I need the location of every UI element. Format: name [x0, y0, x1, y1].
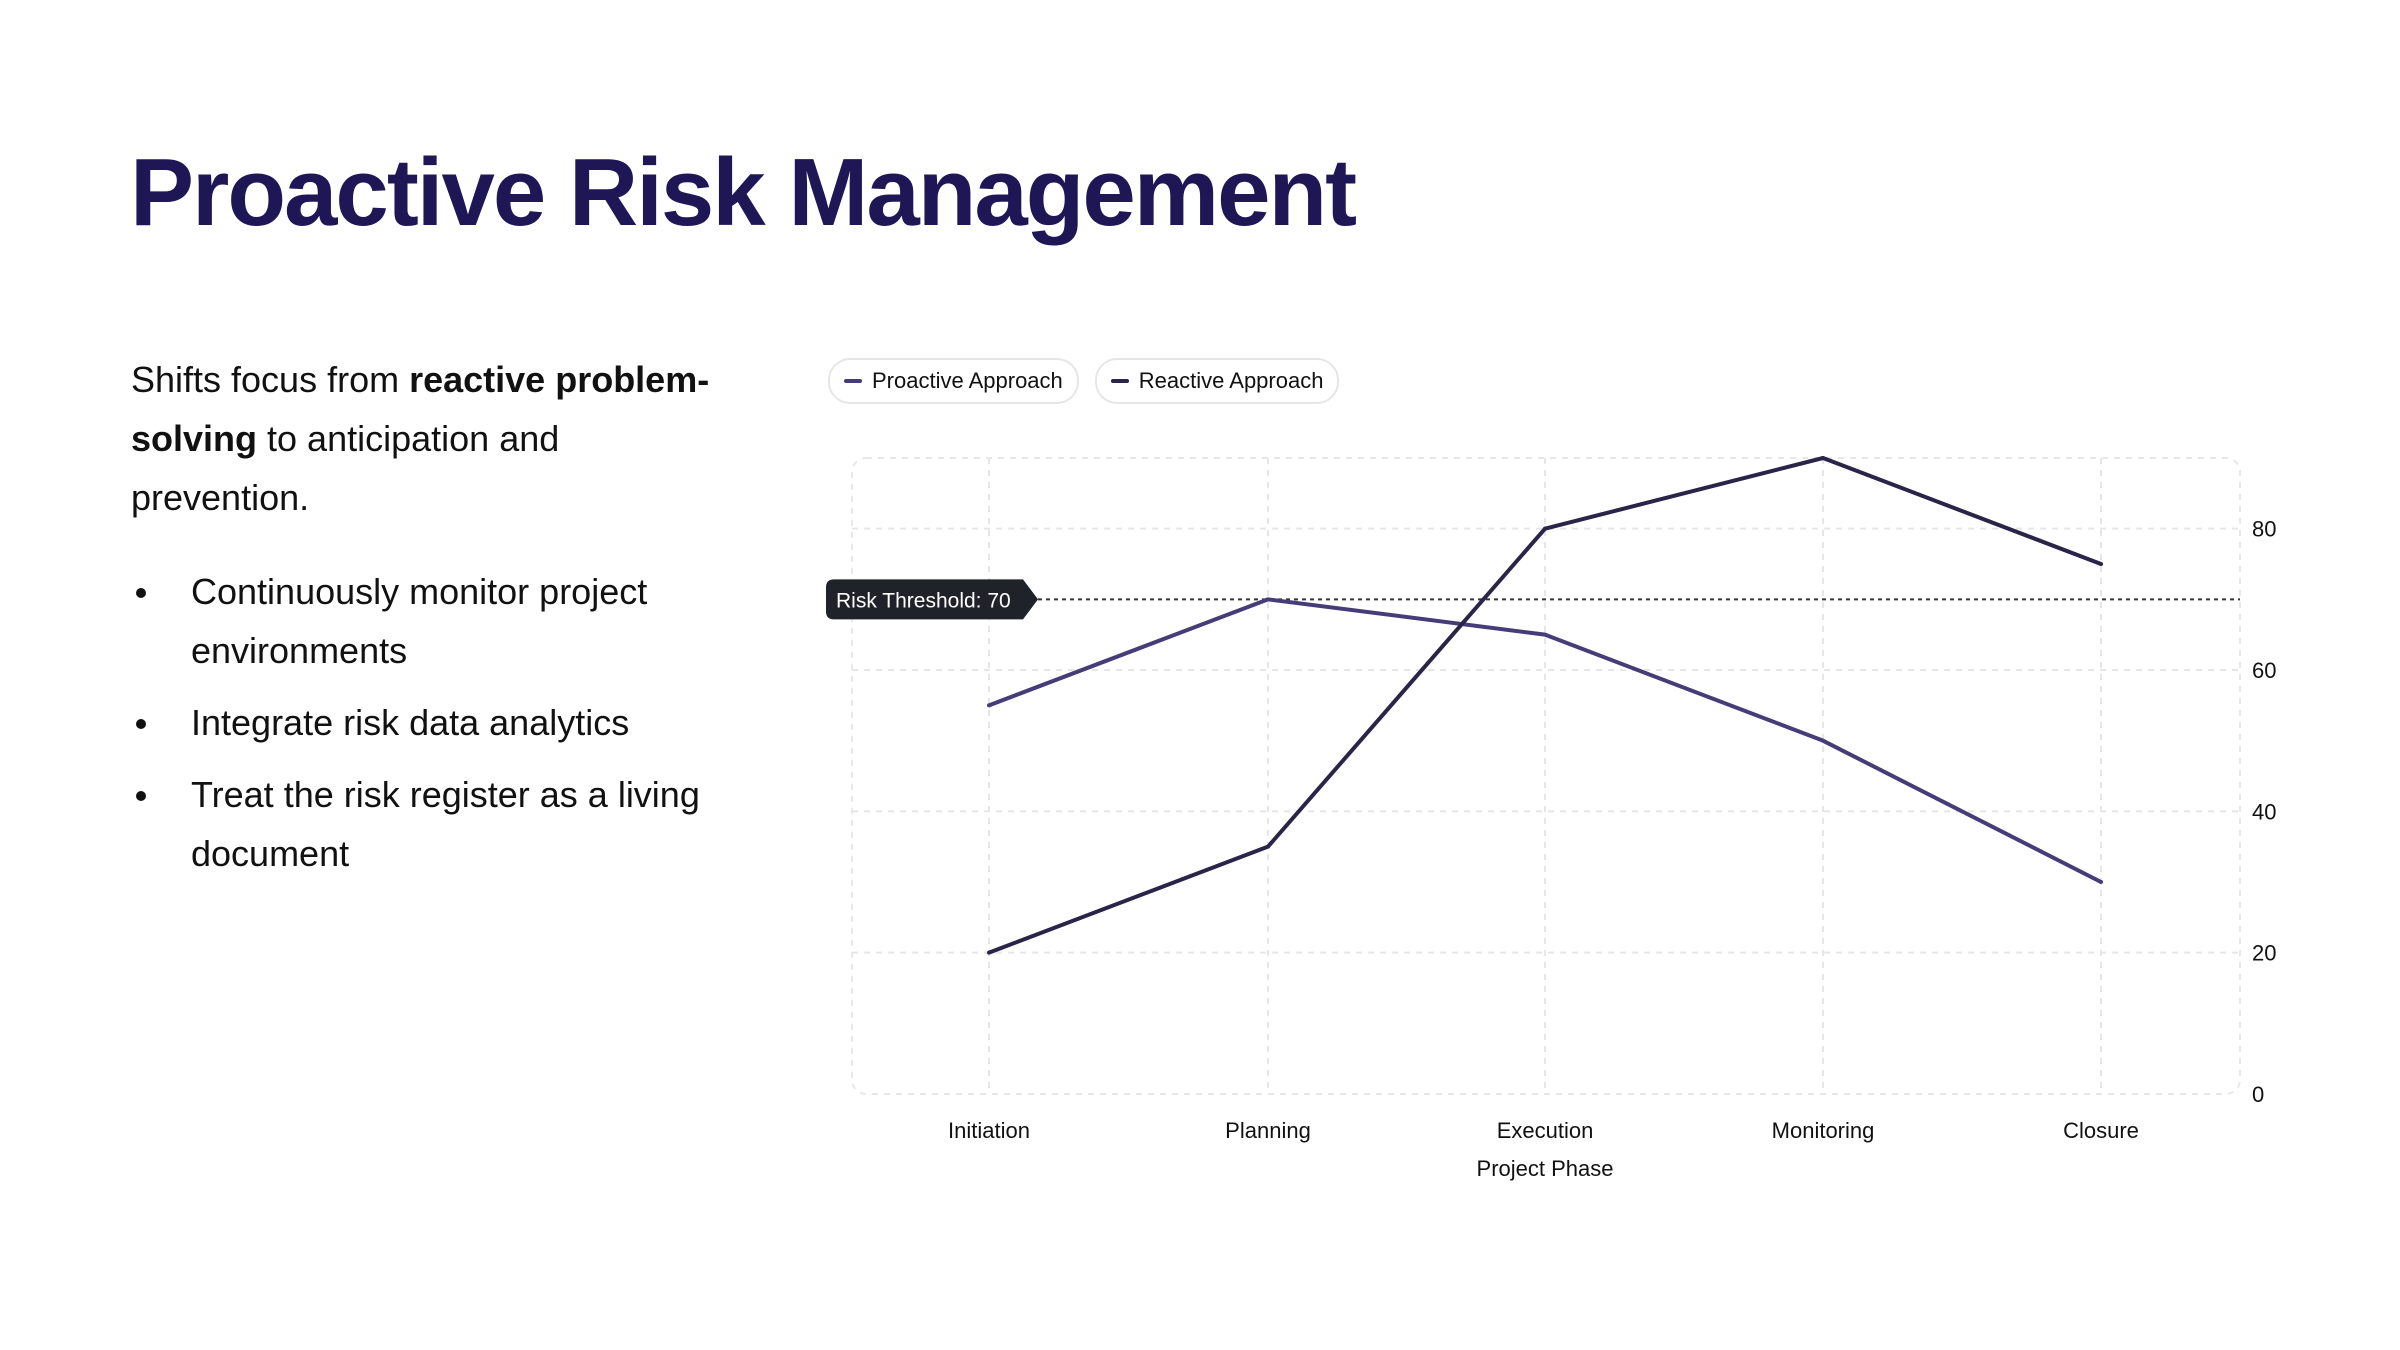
- data-point: [1543, 632, 1547, 637]
- plot-frame: [851, 457, 2241, 1095]
- chart-legend: Proactive Approach Reactive Approach: [828, 358, 1340, 404]
- y-tick-label: 0: [2252, 1082, 2264, 1107]
- intro-post: to anticipation and prevention.: [131, 418, 560, 518]
- data-point: [987, 950, 991, 955]
- x-tick-label: Closure: [2063, 1118, 2139, 1143]
- x-tick-label: Execution: [1497, 1118, 1594, 1143]
- data-point: [2099, 562, 2103, 566]
- bullet-item: Treat the risk register as a living docu…: [131, 765, 771, 883]
- threshold-badge: [826, 579, 1038, 620]
- intro-bold: reactive problem-solving: [131, 359, 710, 459]
- legend-label: Reactive Approach: [1138, 368, 1324, 393]
- legend-swatch: [844, 379, 862, 383]
- intro-text: Shifts focus from reactive problem-solvi…: [131, 350, 741, 527]
- data-point: [1543, 526, 1547, 531]
- legend-item-proactive[interactable]: Proactive Approach: [828, 358, 1079, 404]
- data-point: [1266, 844, 1270, 849]
- data-point: [2099, 880, 2103, 884]
- x-tick-label: Planning: [1225, 1118, 1311, 1143]
- data-point: [1821, 738, 1825, 743]
- bullet-list: Continuously monitor project environment…: [131, 562, 771, 896]
- legend-swatch: [1110, 379, 1129, 383]
- data-point: [987, 703, 991, 708]
- y-tick-label: 20: [2252, 941, 2276, 966]
- slide-title: Proactive Risk Management: [130, 139, 1357, 246]
- y-tick-label: 60: [2252, 658, 2276, 683]
- data-point: [1266, 597, 1270, 602]
- threshold-label: Risk Threshold: 70: [836, 589, 1011, 612]
- intro-pre: Shifts focus from: [131, 359, 410, 400]
- legend-item-reactive[interactable]: Reactive Approach: [1094, 358, 1340, 404]
- bullet-item: Integrate risk data analytics: [131, 693, 771, 752]
- x-tick-label: Monitoring: [1772, 1118, 1875, 1143]
- y-tick-label: 40: [2252, 799, 2276, 824]
- y-tick-label: 80: [2252, 517, 2276, 542]
- x-axis-title: Project Phase: [1477, 1156, 1614, 1181]
- bullet-item: Continuously monitor project environment…: [131, 562, 771, 680]
- legend-label: Proactive Approach: [872, 368, 1063, 393]
- data-point: [1821, 456, 1825, 460]
- x-tick-label: Initiation: [948, 1118, 1030, 1143]
